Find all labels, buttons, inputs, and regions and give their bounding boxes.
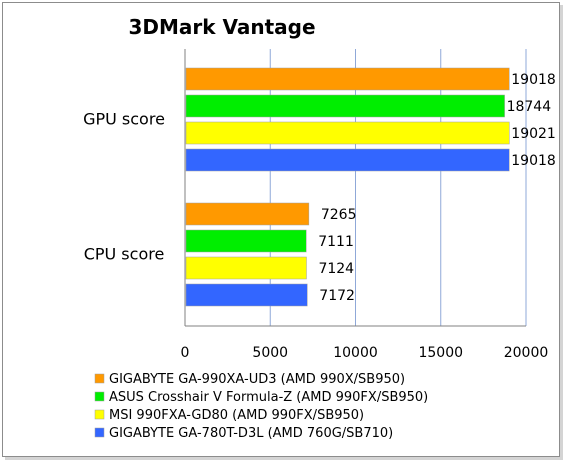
axis-layer: 0 5000 10000 15000 20000 GPU score CPU score (83, 49, 548, 361)
bar (185, 229, 307, 253)
legend-swatch (94, 409, 105, 420)
category-label: CPU score (84, 245, 165, 264)
legend-swatch (94, 373, 105, 384)
x-tick-label: 15000 (418, 345, 463, 361)
data-label: 7124 (318, 261, 354, 277)
data-label: 19018 (511, 153, 556, 169)
category-label: GPU score (83, 110, 165, 129)
bar-layer (185, 67, 510, 307)
legend-label: ASUS Crosshair V Formula-Z (AMD 990FX/SB… (109, 390, 428, 405)
bar (185, 283, 308, 307)
chart-title: 3DMark Vantage (128, 15, 315, 39)
x-tick-label: 5000 (252, 345, 288, 361)
label-layer: 19018 18744 19021 19018 7265 7111 7124 7172 (318, 72, 556, 304)
legend: GIGABYTE GA-990XA-UD3 (AMD 990X/SB950) AS… (94, 372, 428, 441)
bar (185, 256, 307, 280)
legend-label: GIGABYTE GA-780T-D3L (AMD 760G/SB710) (109, 426, 393, 441)
grid-layer (269, 49, 527, 326)
data-label: 7172 (319, 288, 355, 304)
data-label: 18744 (507, 99, 552, 115)
bar (185, 202, 310, 226)
bar (185, 121, 510, 145)
bar (185, 94, 505, 118)
legend-swatch (94, 427, 105, 438)
legend-label: GIGABYTE GA-990XA-UD3 (AMD 990X/SB950) (109, 372, 405, 387)
x-tick-label: 0 (181, 345, 190, 361)
legend-swatch (94, 391, 105, 402)
bar (185, 67, 510, 91)
data-label: 7265 (321, 207, 357, 223)
data-label: 19021 (511, 126, 556, 142)
bar (185, 148, 510, 172)
x-tick-label: 10000 (333, 345, 378, 361)
x-tick-label: 20000 (504, 345, 549, 361)
data-label: 19018 (511, 72, 556, 88)
legend-label: MSI 990FXA-GD80 (AMD 990FX/SB950) (109, 408, 364, 423)
data-label: 7111 (318, 234, 354, 250)
